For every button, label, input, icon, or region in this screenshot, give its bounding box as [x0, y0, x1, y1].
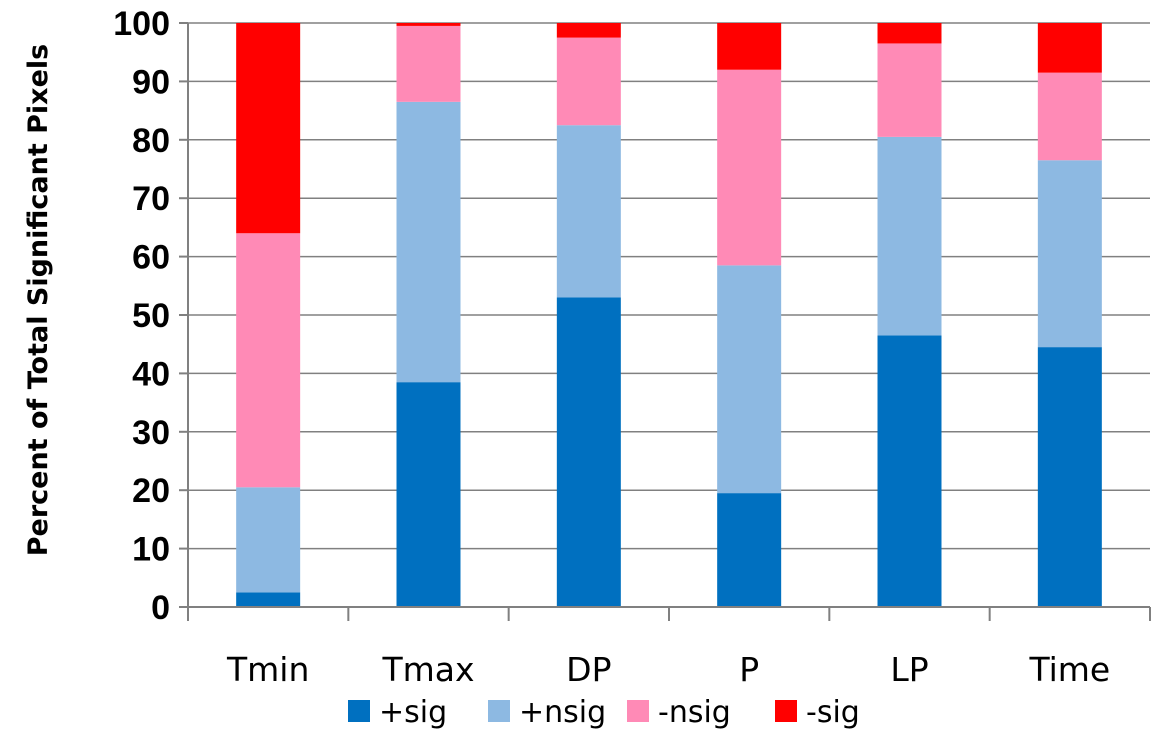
legend: +sig +nsig -nsig -sig: [348, 695, 860, 730]
bar-segment-time-1: [1037, 347, 1102, 607]
y-axis-title: Percent of Total Significant Pixels: [23, 44, 54, 557]
bar-segment-p-2: [717, 265, 782, 494]
bar-segment-time-4: [1037, 23, 1102, 73]
y-tick-label: 40: [132, 355, 170, 393]
bar-segment-time-3: [1037, 72, 1102, 161]
legend-swatch: [775, 700, 797, 722]
legend-swatch: [627, 700, 649, 722]
bar-segment-tmin-2: [236, 487, 301, 593]
y-tick-label: 100: [113, 5, 170, 43]
bar-segment-tmax-1: [396, 382, 461, 607]
legend-swatch: [488, 700, 510, 722]
bar-segment-tmin-3: [236, 233, 301, 488]
y-tick-label: 10: [132, 531, 170, 569]
axes: [187, 23, 1151, 621]
bar-segment-lp-4: [877, 23, 942, 44]
x-category-label: P: [739, 650, 759, 689]
y-tick-label: 30: [132, 414, 170, 452]
bar-segment-p-3: [717, 69, 782, 266]
y-tick-label: 70: [132, 180, 170, 218]
legend-item: +sig: [348, 695, 447, 730]
legend-item: -sig: [775, 695, 860, 730]
gridlines: [188, 22, 1150, 550]
bar-segment-tmax-2: [396, 101, 461, 383]
y-tick-labels: 0 10 20 30 40 50 60 70 80 90 100: [113, 5, 188, 627]
x-category-label: Time: [1028, 650, 1110, 689]
bar-segment-tmin-4: [236, 23, 301, 234]
x-category-label: DP: [566, 650, 611, 689]
x-category-label: Tmin: [226, 650, 309, 689]
bar-segment-dp-1: [556, 297, 621, 607]
legend-label: -nsig: [658, 695, 731, 730]
bars: [236, 23, 1102, 607]
bar-segment-time-2: [1037, 160, 1102, 348]
bar-segment-dp-3: [556, 37, 621, 126]
y-tick-label: 90: [132, 63, 170, 101]
y-tick-label: 80: [132, 122, 170, 160]
bar-segment-dp-4: [556, 23, 621, 38]
legend-label: +sig: [379, 695, 447, 730]
bar-segment-tmax-4: [396, 23, 461, 26]
bar-segment-lp-3: [877, 43, 942, 137]
bar-segment-lp-1: [877, 335, 942, 607]
legend-item: -nsig: [627, 695, 731, 730]
y-tick-label: 60: [132, 239, 170, 277]
y-tick-label: 0: [151, 589, 170, 627]
legend-item: +nsig: [488, 695, 606, 730]
y-tick-label: 50: [132, 297, 170, 335]
bar-segment-p-4: [717, 23, 782, 70]
bar-segment-lp-2: [877, 136, 942, 336]
x-category-label: Tmax: [381, 650, 474, 689]
legend-swatch: [348, 700, 370, 722]
x-category-label: LP: [890, 650, 928, 689]
bar-segment-p-1: [717, 493, 782, 607]
bar-segment-tmax-3: [396, 25, 461, 102]
y-tick-label: 20: [132, 472, 170, 510]
bar-segment-dp-2: [556, 125, 621, 298]
legend-label: +nsig: [519, 695, 606, 730]
legend-label: -sig: [806, 695, 860, 730]
x-category-labels: Tmin Tmax DP P LP Time: [226, 650, 1110, 689]
bar-segment-tmin-1: [236, 592, 301, 607]
